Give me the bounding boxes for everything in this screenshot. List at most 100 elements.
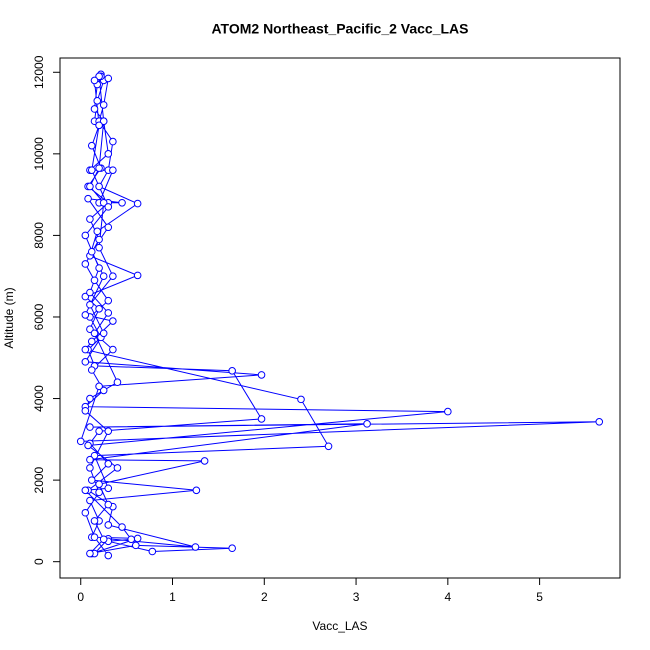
data-point [81,345,90,354]
data-point [90,533,99,542]
data-point [104,551,113,560]
data-point [132,541,140,550]
x-tick-label: 5 [536,590,543,604]
data-point [118,198,126,207]
data-point [86,423,94,431]
data-point [87,141,96,150]
data-point [109,317,117,325]
data-point [104,521,113,529]
data-point [595,417,604,426]
y-tick-label: 10000 [32,137,46,171]
data-point [87,247,96,256]
y-axis-label: Altitude (m) [2,287,16,348]
data-point [81,231,90,240]
data-point [81,260,90,268]
data-point [76,437,85,446]
data-point [200,457,209,465]
data-point [113,378,122,387]
data-point [87,337,96,346]
data-point [118,523,126,531]
data-point [95,480,103,488]
x-tick-label: 2 [261,590,268,604]
data-point [99,272,108,280]
data-point [90,517,99,525]
data-point [90,105,99,113]
data-point [93,227,102,236]
data-point [81,508,90,517]
data-point [109,137,117,146]
data-point [84,441,92,450]
chart-title: ATOM2 Northeast_Pacific_2 Vacc_LAS [211,21,468,37]
data-point [109,166,117,174]
data-point [148,547,157,556]
data-point [99,117,108,126]
data-point [95,164,103,172]
data-point [99,386,108,395]
data-point [104,296,113,305]
x-tick-label: 4 [444,590,451,604]
data-point [90,276,99,285]
x-tick-label: 0 [77,590,84,604]
data-point [86,455,94,464]
data-point [81,311,90,319]
data-point [95,72,103,81]
data-point [86,288,94,297]
data-point [133,271,142,280]
data-point [104,74,113,83]
data-line [79,74,600,556]
data-point [104,309,113,317]
x-tick-label: 3 [353,590,360,604]
data-point [127,535,136,544]
data-point [228,544,236,553]
data-point [84,194,92,203]
data-point [444,407,452,416]
data-point [192,486,201,495]
data-point [95,235,103,244]
data-point [104,150,113,158]
data-point [87,366,96,374]
data-point [95,182,103,191]
data-point [99,198,108,207]
data-point [86,325,94,334]
data-point [297,395,305,404]
data-point [86,394,94,403]
data-point [86,549,94,558]
data-point [324,442,333,451]
data-point [257,415,266,423]
y-tick-label: 6000 [32,303,46,330]
data-point [133,534,142,543]
data-point [109,272,117,280]
data-point [99,329,108,338]
data-point [81,406,90,415]
data-point [87,476,96,484]
data-point [95,305,103,313]
data-point [104,223,113,232]
data-point [228,367,236,375]
data-point [95,382,103,391]
data-point [86,496,94,505]
y-tick-label: 4000 [32,385,46,412]
data-point [133,199,142,208]
data-point [257,371,266,379]
data-point [104,427,113,435]
data-point [95,243,103,252]
data-point [81,486,90,495]
x-tick-label: 1 [169,590,176,604]
data-point [90,451,99,460]
data-point [81,358,90,366]
plot-frame [59,57,621,579]
data-point [90,76,99,85]
x-axis-label: Vacc_LAS [312,619,367,633]
data-point [87,166,96,174]
data-point [109,345,117,354]
data-point [90,329,99,338]
data-point [95,488,103,497]
data-point [86,464,94,472]
y-tick-label: 0 [32,558,46,565]
data-point [81,292,90,301]
data-point [99,535,108,544]
data-point [99,101,108,109]
data-point [363,420,371,428]
